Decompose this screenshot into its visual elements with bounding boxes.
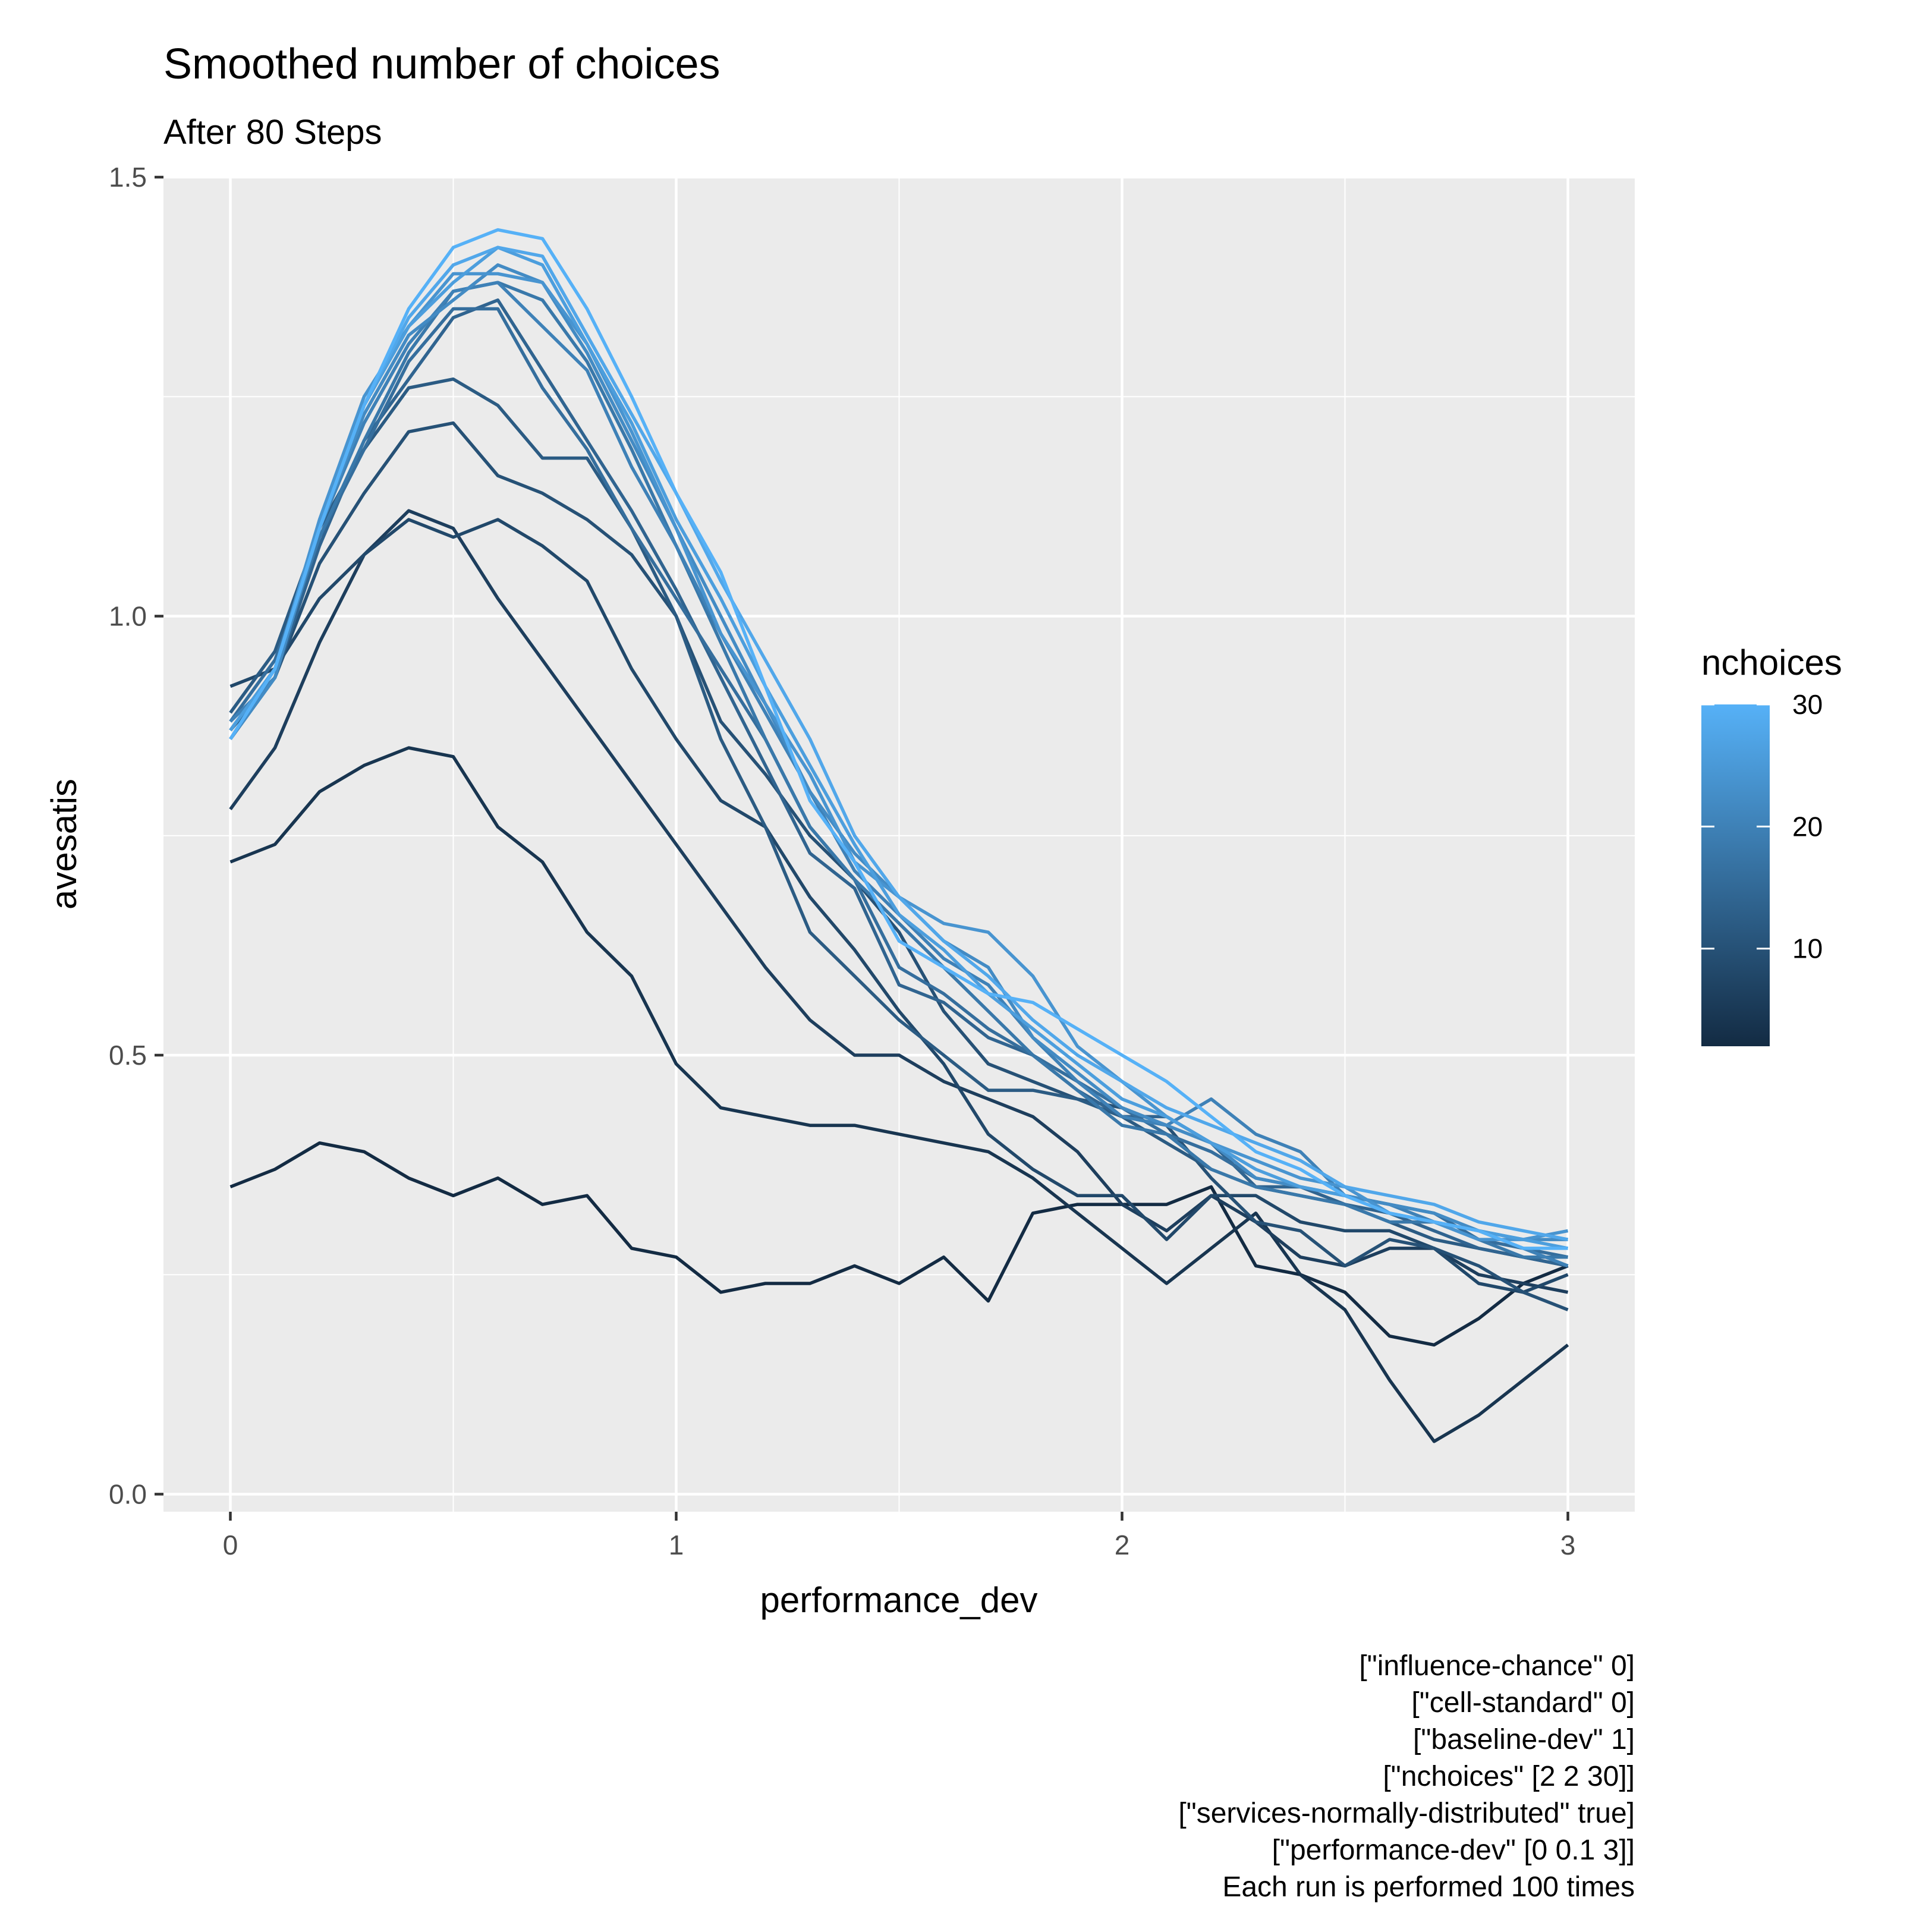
x-tick-label: 1 xyxy=(669,1530,684,1560)
caption-line: ["services-normally-distributed" true] xyxy=(1178,1798,1635,1829)
legend-tick-label: 30 xyxy=(1792,689,1823,720)
legend-colorbar xyxy=(1701,704,1770,1046)
y-tick-label: 1.0 xyxy=(109,600,147,631)
series-line-nchoices-30 xyxy=(229,228,1568,1250)
series-line-nchoices-10 xyxy=(229,421,1569,1311)
x-tick-label: 0 xyxy=(223,1530,238,1560)
caption-line: ["baseline-dev" 1] xyxy=(1413,1724,1635,1755)
caption-line: ["influence-chance" 0] xyxy=(1359,1650,1635,1682)
x-tick-label: 3 xyxy=(1560,1530,1576,1560)
y-tick-label: 0.0 xyxy=(109,1478,147,1509)
series-line-nchoices-8 xyxy=(229,518,1569,1294)
y-tick-label: 0.5 xyxy=(109,1040,147,1071)
legend: nchoices 10 20 30 xyxy=(1701,643,1842,1046)
caption-line: ["performance-dev" [0 0.1 3]] xyxy=(1272,1835,1635,1866)
legend-tick-label: 20 xyxy=(1792,811,1823,842)
caption-line: Each run is performed 100 times xyxy=(1222,1871,1635,1903)
legend-title: nchoices xyxy=(1701,643,1842,682)
caption: ["influence-chance" 0] ["cell-standard" 0… xyxy=(1178,1650,1635,1903)
chart-title: Smoothed number of choices xyxy=(163,40,720,88)
y-axis-title: avesatis xyxy=(44,779,84,910)
series-lines xyxy=(229,228,1569,1443)
series-line-nchoices-2 xyxy=(229,1141,1569,1347)
series-line-nchoices-28 xyxy=(229,246,1569,1241)
chart-subtitle: After 80 Steps xyxy=(163,113,382,152)
caption-line: ["nchoices" [2 2 30]] xyxy=(1383,1761,1635,1792)
caption-line: ["cell-standard" 0] xyxy=(1411,1687,1635,1719)
x-tick-label: 2 xyxy=(1115,1530,1130,1560)
grid-major xyxy=(163,175,1635,1512)
grid-minor xyxy=(163,177,1635,1512)
y-axis: 0.0 0.5 1.0 1.5 xyxy=(109,162,163,1509)
y-tick-label: 1.5 xyxy=(109,162,147,193)
x-axis-title: performance_dev xyxy=(760,1580,1038,1620)
x-axis: 0 1 2 3 xyxy=(223,1512,1576,1560)
series-line-nchoices-4 xyxy=(229,746,1569,1443)
legend-tick-label: 10 xyxy=(1792,933,1823,964)
